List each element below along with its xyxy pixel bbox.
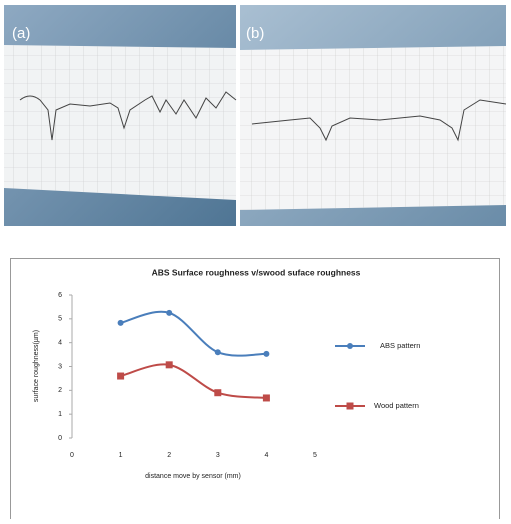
legend-label: Wood pattern <box>374 401 419 410</box>
y-tick-label: 3 <box>58 363 62 370</box>
series-line <box>120 363 267 399</box>
x-tick-label: 0 <box>70 452 74 459</box>
point <box>117 319 124 326</box>
series-line <box>120 310 267 357</box>
point <box>262 394 270 402</box>
point <box>214 389 222 397</box>
chart-title: ABS Surface roughness v/swood suface rou… <box>152 267 361 277</box>
photo-b: (b) <box>240 5 507 226</box>
x-tick-label: 5 <box>313 452 317 459</box>
y-tick-label: 4 <box>58 340 62 347</box>
y-tick-label: 5 <box>58 316 62 323</box>
y-axis-label: surface roughness(µm) <box>33 330 40 402</box>
point <box>166 309 173 316</box>
photo-label: (a) <box>12 25 30 42</box>
point <box>346 402 354 410</box>
point <box>165 361 173 369</box>
y-tick-label: 6 <box>58 292 62 299</box>
x-axis-label: distance move by sensor (mm) <box>145 473 241 480</box>
x-tick-label: 2 <box>167 452 171 459</box>
point <box>117 372 125 380</box>
point <box>347 343 353 349</box>
x-tick-label: 1 <box>119 452 123 459</box>
photo-label: (b) <box>246 25 264 42</box>
x-tick-label: 4 <box>264 452 268 459</box>
x-tick-label: 3 <box>216 452 220 459</box>
photo-a: (a) <box>4 5 237 226</box>
legend-label: ABS pattern <box>380 341 420 350</box>
y-tick-label: 0 <box>58 435 62 442</box>
y-tick-label: 1 <box>58 411 62 418</box>
y-tick-label: 2 <box>58 387 62 394</box>
point <box>214 349 221 356</box>
chart-frame <box>10 258 500 524</box>
point <box>263 350 270 357</box>
